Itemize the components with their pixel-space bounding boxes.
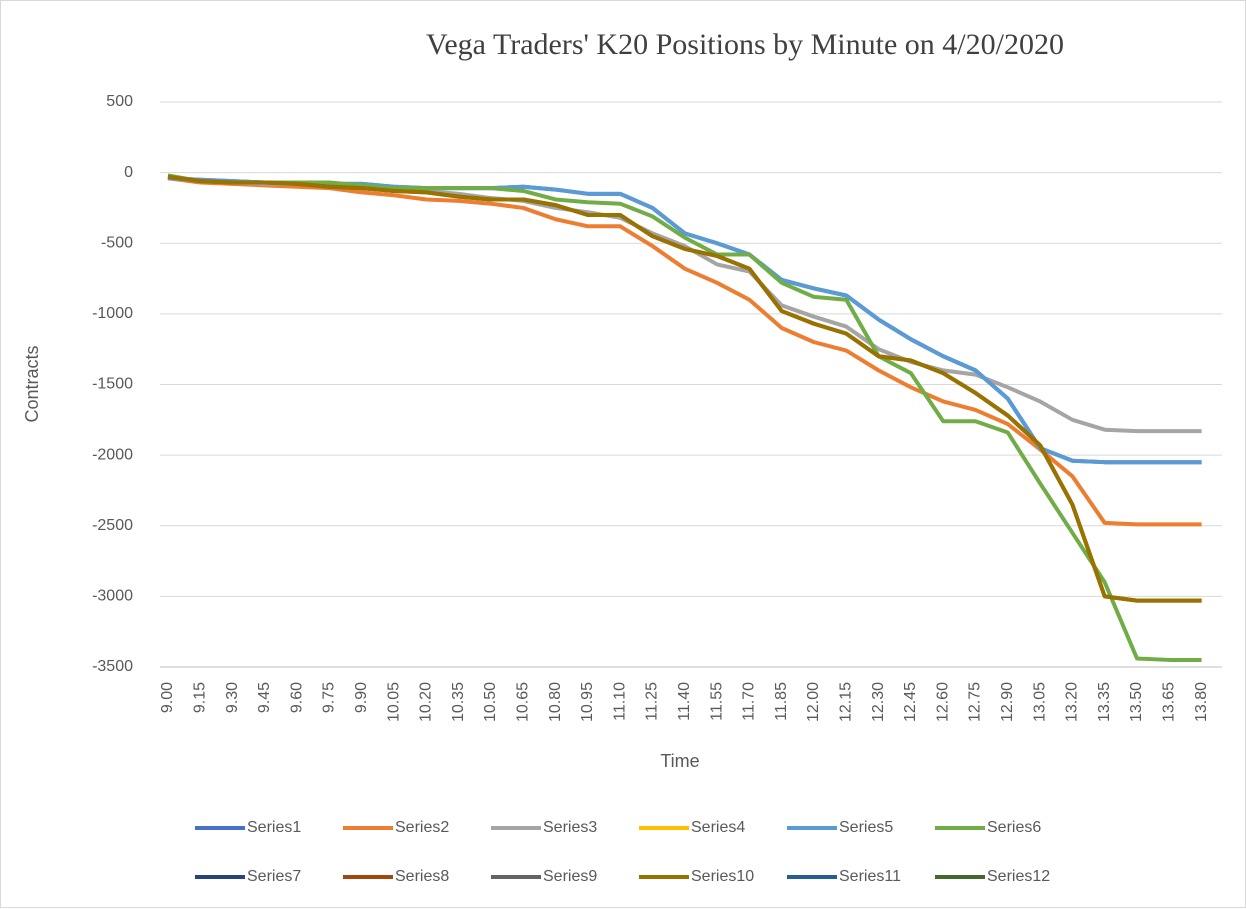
y-tick-label: 500 (106, 93, 133, 110)
legend-label: Series4 (691, 819, 745, 836)
x-tick-label: 11.10 (611, 682, 628, 721)
x-tick-label: 13.80 (1193, 682, 1210, 722)
x-tick-label: 10.20 (418, 682, 435, 722)
legend-label: Series6 (987, 819, 1041, 836)
x-tick-label: 12.00 (805, 682, 822, 722)
x-tick-label: 9.30 (224, 682, 241, 713)
x-tick-label: 11.40 (676, 682, 693, 721)
x-tick-label: 9.15 (192, 682, 209, 713)
legend-label: Series11 (839, 868, 901, 885)
chart-title: Vega Traders' K20 Positions by Minute on… (426, 28, 1064, 61)
y-tick-label: -3000 (92, 588, 133, 605)
x-tick-label: 11.85 (773, 682, 790, 721)
x-tick-label: 12.30 (870, 682, 887, 722)
legend-label: Series7 (247, 868, 301, 885)
x-tick-label: 10.35 (450, 682, 467, 722)
x-tick-label: 11.25 (644, 682, 661, 721)
series-line (167, 173, 1202, 662)
x-tick-label: 13.65 (1161, 682, 1178, 722)
x-tick-label: 9.45 (256, 682, 273, 713)
legend-label: Series12 (987, 868, 1050, 885)
x-tick-label: 11.70 (741, 682, 758, 721)
series-line (167, 174, 1202, 603)
legend-label: Series8 (395, 868, 449, 885)
x-tick-label: 9.60 (288, 682, 305, 713)
x-tick-label: 10.95 (579, 682, 596, 722)
x-tick-label: 12.45 (902, 682, 919, 722)
y-tick-label: -500 (101, 234, 133, 251)
legend-label: Series9 (543, 868, 597, 885)
y-tick-label: 0 (124, 164, 133, 181)
x-tick-label: 12.75 (967, 682, 984, 722)
legend-label: Series2 (395, 819, 449, 836)
x-tick-label: 12.15 (838, 682, 855, 722)
x-tick-label: 9.75 (321, 682, 338, 713)
x-axis-label: Time (660, 751, 699, 771)
x-tick-label: 10.80 (547, 682, 564, 722)
y-tick-label: -1500 (92, 376, 133, 393)
x-tick-label: 13.05 (1031, 682, 1048, 722)
y-tick-label: -1000 (92, 305, 133, 322)
x-tick-label: 13.20 (1064, 682, 1081, 722)
x-tick-label: 9.90 (353, 682, 370, 713)
x-tick-label: 12.90 (999, 682, 1016, 722)
x-tick-label: 12.60 (934, 682, 951, 722)
x-tick-label: 11.55 (708, 682, 725, 721)
x-tick-label: 10.65 (515, 682, 532, 722)
x-tick-label: 13.50 (1128, 682, 1145, 722)
y-tick-label: -2500 (92, 517, 133, 534)
legend-label: Series10 (691, 868, 754, 885)
y-tick-label: -2000 (92, 446, 133, 463)
series-line (167, 176, 1202, 527)
x-tick-label: 10.50 (482, 682, 499, 722)
x-tick-label: 10.05 (385, 682, 402, 722)
legend-label: Series1 (247, 819, 301, 836)
y-tick-label: -3500 (92, 658, 133, 675)
x-tick-label: 13.35 (1096, 682, 1113, 722)
legend-label: Series3 (543, 819, 597, 836)
legend-label: Series5 (839, 819, 893, 836)
y-axis-label: Contracts (22, 345, 42, 422)
x-tick-label: 9.00 (159, 682, 176, 713)
